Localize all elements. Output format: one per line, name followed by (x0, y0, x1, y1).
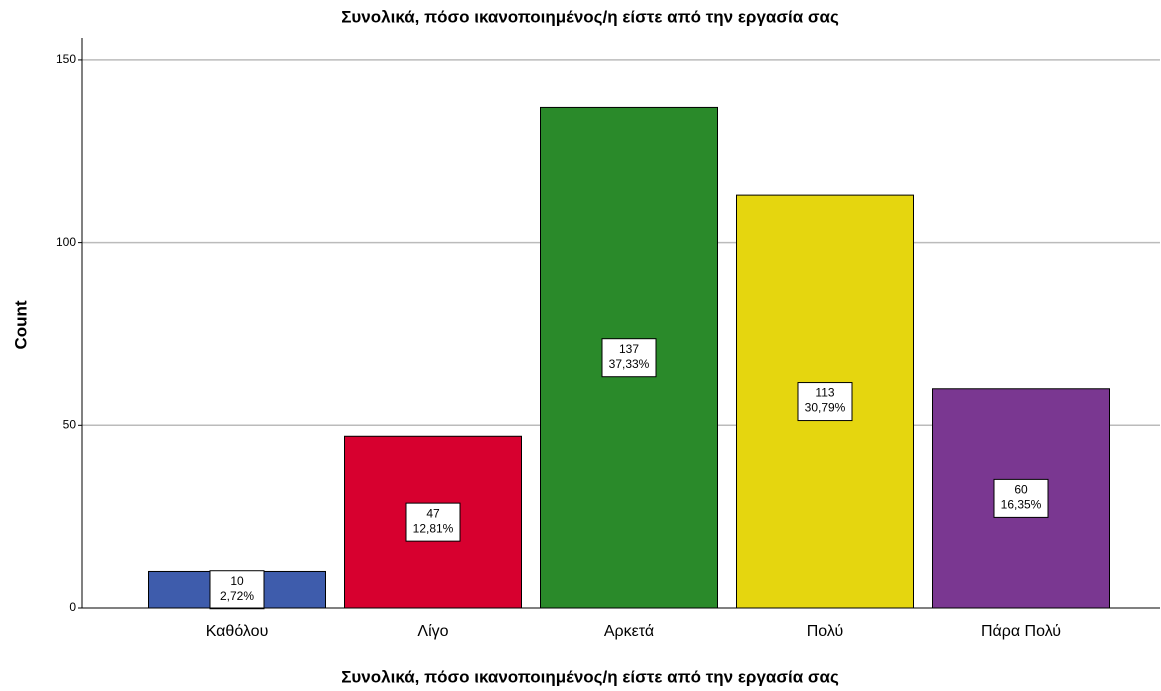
percentage-label: 30,79% (805, 401, 846, 415)
x-tick-label: Καθόλου (206, 623, 269, 640)
data-label: 47 (426, 506, 440, 520)
data-label: 137 (619, 342, 639, 356)
y-tick-label: 100 (56, 235, 76, 249)
x-axis-title: Συνολικά, πόσο ικανοποιημένος/η είστε απ… (341, 667, 839, 686)
data-label: 60 (1014, 483, 1028, 497)
data-label-box (993, 478, 1049, 518)
y-tick-label: 0 (69, 600, 76, 614)
x-tick-label: Αρκετά (604, 623, 654, 640)
percentage-label: 2,72% (220, 589, 254, 603)
data-label-box (209, 570, 265, 610)
data-label-box (601, 338, 657, 378)
y-tick-label: 150 (56, 52, 76, 66)
data-label-box (797, 382, 853, 422)
x-tick-label: Πολύ (807, 623, 844, 640)
data-label: 10 (230, 574, 244, 588)
data-label-box (405, 502, 461, 542)
chart-title: Συνολικά, πόσο ικανοποιημένος/η είστε απ… (341, 7, 839, 26)
data-label: 113 (815, 386, 834, 400)
percentage-label: 16,35% (1001, 498, 1042, 512)
percentage-label: 37,33% (609, 357, 650, 371)
percentage-label: 12,81% (413, 521, 454, 535)
x-tick-label: Λίγο (417, 623, 448, 640)
y-tick-label: 50 (63, 417, 77, 431)
x-tick-label: Πάρα Πολύ (981, 623, 1061, 640)
y-axis-title: Count (11, 300, 30, 349)
